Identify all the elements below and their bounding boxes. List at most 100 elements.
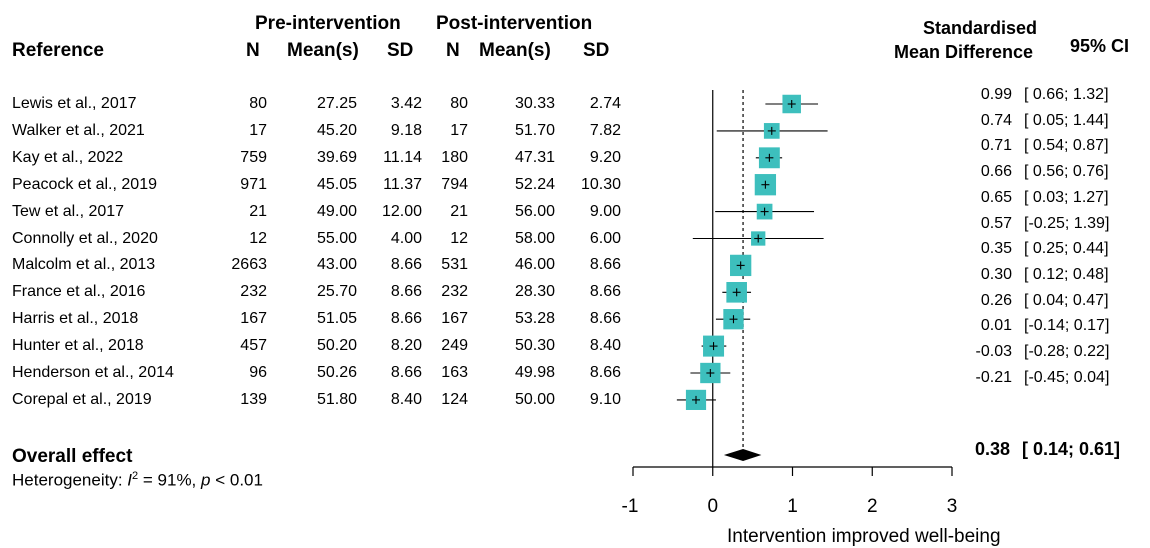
post-mean: 51.70 bbox=[514, 121, 555, 139]
post-n: 80 bbox=[450, 95, 468, 112]
pre-mean: 50.20 bbox=[316, 337, 357, 355]
pre-sd-header: SD bbox=[387, 40, 414, 61]
pre-n: 96 bbox=[249, 364, 267, 381]
smd-value: 0.74 bbox=[980, 111, 1012, 129]
pre-mean: 51.05 bbox=[316, 310, 357, 328]
pre-n: 457 bbox=[240, 337, 267, 355]
pre-sd: 11.14 bbox=[383, 148, 422, 166]
post-mean: 52.24 bbox=[514, 175, 555, 193]
post-sd: 10.30 bbox=[580, 175, 621, 193]
heterogeneity-text: Heterogeneity: I2 = 91%, p < 0.01 bbox=[12, 470, 263, 491]
x-tick-label: -1 bbox=[621, 496, 639, 517]
reference-header: Reference bbox=[12, 40, 104, 61]
smd-value: -0.21 bbox=[975, 368, 1012, 386]
pre-sd: 11.37 bbox=[383, 175, 422, 193]
ci-value: [-0.25; 1.39] bbox=[1024, 214, 1110, 232]
pre-sd: 12.00 bbox=[381, 202, 422, 220]
pre-n: 139 bbox=[240, 390, 267, 408]
ci-value: [ 0.05; 1.44] bbox=[1024, 111, 1109, 129]
pre-mean: 39.69 bbox=[316, 148, 357, 166]
post-n-header: N bbox=[446, 40, 460, 61]
post-sd: 9.20 bbox=[589, 148, 621, 166]
post-mean-header: Mean(s) bbox=[479, 40, 551, 61]
post-sd: 6.00 bbox=[589, 229, 621, 247]
post-mean: 28.30 bbox=[514, 283, 555, 301]
study-name: Henderson et al., 2014 bbox=[12, 364, 174, 381]
pre-n: 17 bbox=[249, 121, 267, 139]
pre-n: 2663 bbox=[231, 256, 267, 274]
pre-sd: 8.66 bbox=[390, 310, 422, 328]
pre-sd: 3.42 bbox=[390, 95, 422, 112]
p-value: < 0.01 bbox=[210, 470, 263, 490]
pre-mean: 55.00 bbox=[316, 229, 357, 247]
study-name: France et al., 2016 bbox=[12, 283, 146, 301]
p-symbol: p bbox=[201, 470, 211, 490]
post-n: 124 bbox=[441, 390, 468, 408]
pre-sd: 8.66 bbox=[390, 283, 422, 301]
i2-superscript: 2 bbox=[132, 470, 139, 482]
post-mean: 49.98 bbox=[514, 364, 555, 381]
smd-value: 0.99 bbox=[980, 86, 1012, 103]
post-sd: 8.40 bbox=[589, 337, 621, 355]
post-n: 12 bbox=[450, 229, 468, 247]
study-name: Walker et al., 2021 bbox=[12, 121, 145, 139]
ci-value: [-0.28; 0.22] bbox=[1024, 343, 1110, 360]
study-name: Harris et al., 2018 bbox=[12, 310, 139, 328]
smd-header-line2: Mean Difference bbox=[894, 42, 1034, 62]
pre-n: 759 bbox=[240, 148, 267, 166]
pre-intervention-header: Pre-intervention bbox=[255, 13, 401, 34]
pre-mean: 43.00 bbox=[316, 256, 357, 274]
ci-value: [-0.45; 0.04] bbox=[1024, 368, 1110, 386]
study-name: Lewis et al., 2017 bbox=[12, 95, 137, 112]
smd-value: 0.66 bbox=[980, 163, 1012, 181]
ci-value: [ 0.12; 0.48] bbox=[1024, 265, 1109, 283]
post-n: 17 bbox=[450, 121, 468, 139]
ci-value: [-0.14; 0.17] bbox=[1024, 317, 1110, 335]
pre-n: 971 bbox=[240, 175, 267, 193]
study-name: Peacock et al., 2019 bbox=[12, 175, 157, 193]
overall-estimate: 0.38 bbox=[974, 439, 1010, 459]
pre-n-header: N bbox=[246, 40, 260, 61]
post-sd: 8.66 bbox=[589, 364, 621, 381]
pre-n: 21 bbox=[249, 202, 267, 220]
smd-value: 0.65 bbox=[980, 188, 1012, 206]
post-mean: 30.33 bbox=[514, 95, 555, 112]
post-mean: 47.31 bbox=[514, 148, 555, 166]
ci-value: [ 0.04; 0.47] bbox=[1024, 291, 1109, 309]
post-mean: 50.00 bbox=[514, 390, 555, 408]
pre-mean: 51.80 bbox=[316, 390, 357, 408]
pre-sd: 8.40 bbox=[390, 390, 422, 408]
pre-mean: 45.05 bbox=[316, 175, 357, 193]
x-tick-label: 0 bbox=[707, 496, 719, 517]
post-mean: 50.30 bbox=[514, 337, 555, 355]
pre-mean-header: Mean(s) bbox=[287, 40, 359, 61]
post-mean: 46.00 bbox=[514, 256, 555, 274]
study-name: Malcolm et al., 2013 bbox=[12, 256, 156, 274]
overall-diamond bbox=[723, 449, 762, 461]
ci-value: [ 0.54; 0.87] bbox=[1024, 137, 1109, 155]
ci-header: 95% CI bbox=[1070, 36, 1130, 56]
post-sd: 9.10 bbox=[589, 390, 621, 408]
study-name: Corepal et al., 2019 bbox=[12, 390, 152, 408]
post-n: 531 bbox=[441, 256, 468, 274]
pre-mean: 49.00 bbox=[316, 202, 357, 220]
post-sd-header: SD bbox=[583, 40, 610, 61]
ci-value: [ 0.25; 0.44] bbox=[1024, 240, 1109, 258]
pre-mean: 25.70 bbox=[316, 283, 357, 301]
ci-value: [ 0.56; 0.76] bbox=[1024, 163, 1109, 181]
post-sd: 9.00 bbox=[589, 202, 621, 220]
ci-value: [ 0.03; 1.27] bbox=[1024, 188, 1109, 206]
post-mean: 53.28 bbox=[514, 310, 555, 328]
overall-effect-label: Overall effect bbox=[12, 446, 133, 467]
pre-mean: 45.20 bbox=[316, 121, 357, 139]
smd-value: 0.35 bbox=[980, 240, 1012, 258]
x-tick-label: 1 bbox=[787, 496, 798, 517]
post-mean: 58.00 bbox=[514, 229, 555, 247]
study-name: Tew et al., 2017 bbox=[12, 202, 125, 220]
smd-value: 0.26 bbox=[980, 291, 1012, 309]
post-n: 21 bbox=[450, 202, 468, 220]
pre-sd: 8.20 bbox=[390, 337, 422, 355]
smd-value: 0.01 bbox=[980, 317, 1012, 335]
pre-sd: 8.66 bbox=[390, 364, 422, 381]
